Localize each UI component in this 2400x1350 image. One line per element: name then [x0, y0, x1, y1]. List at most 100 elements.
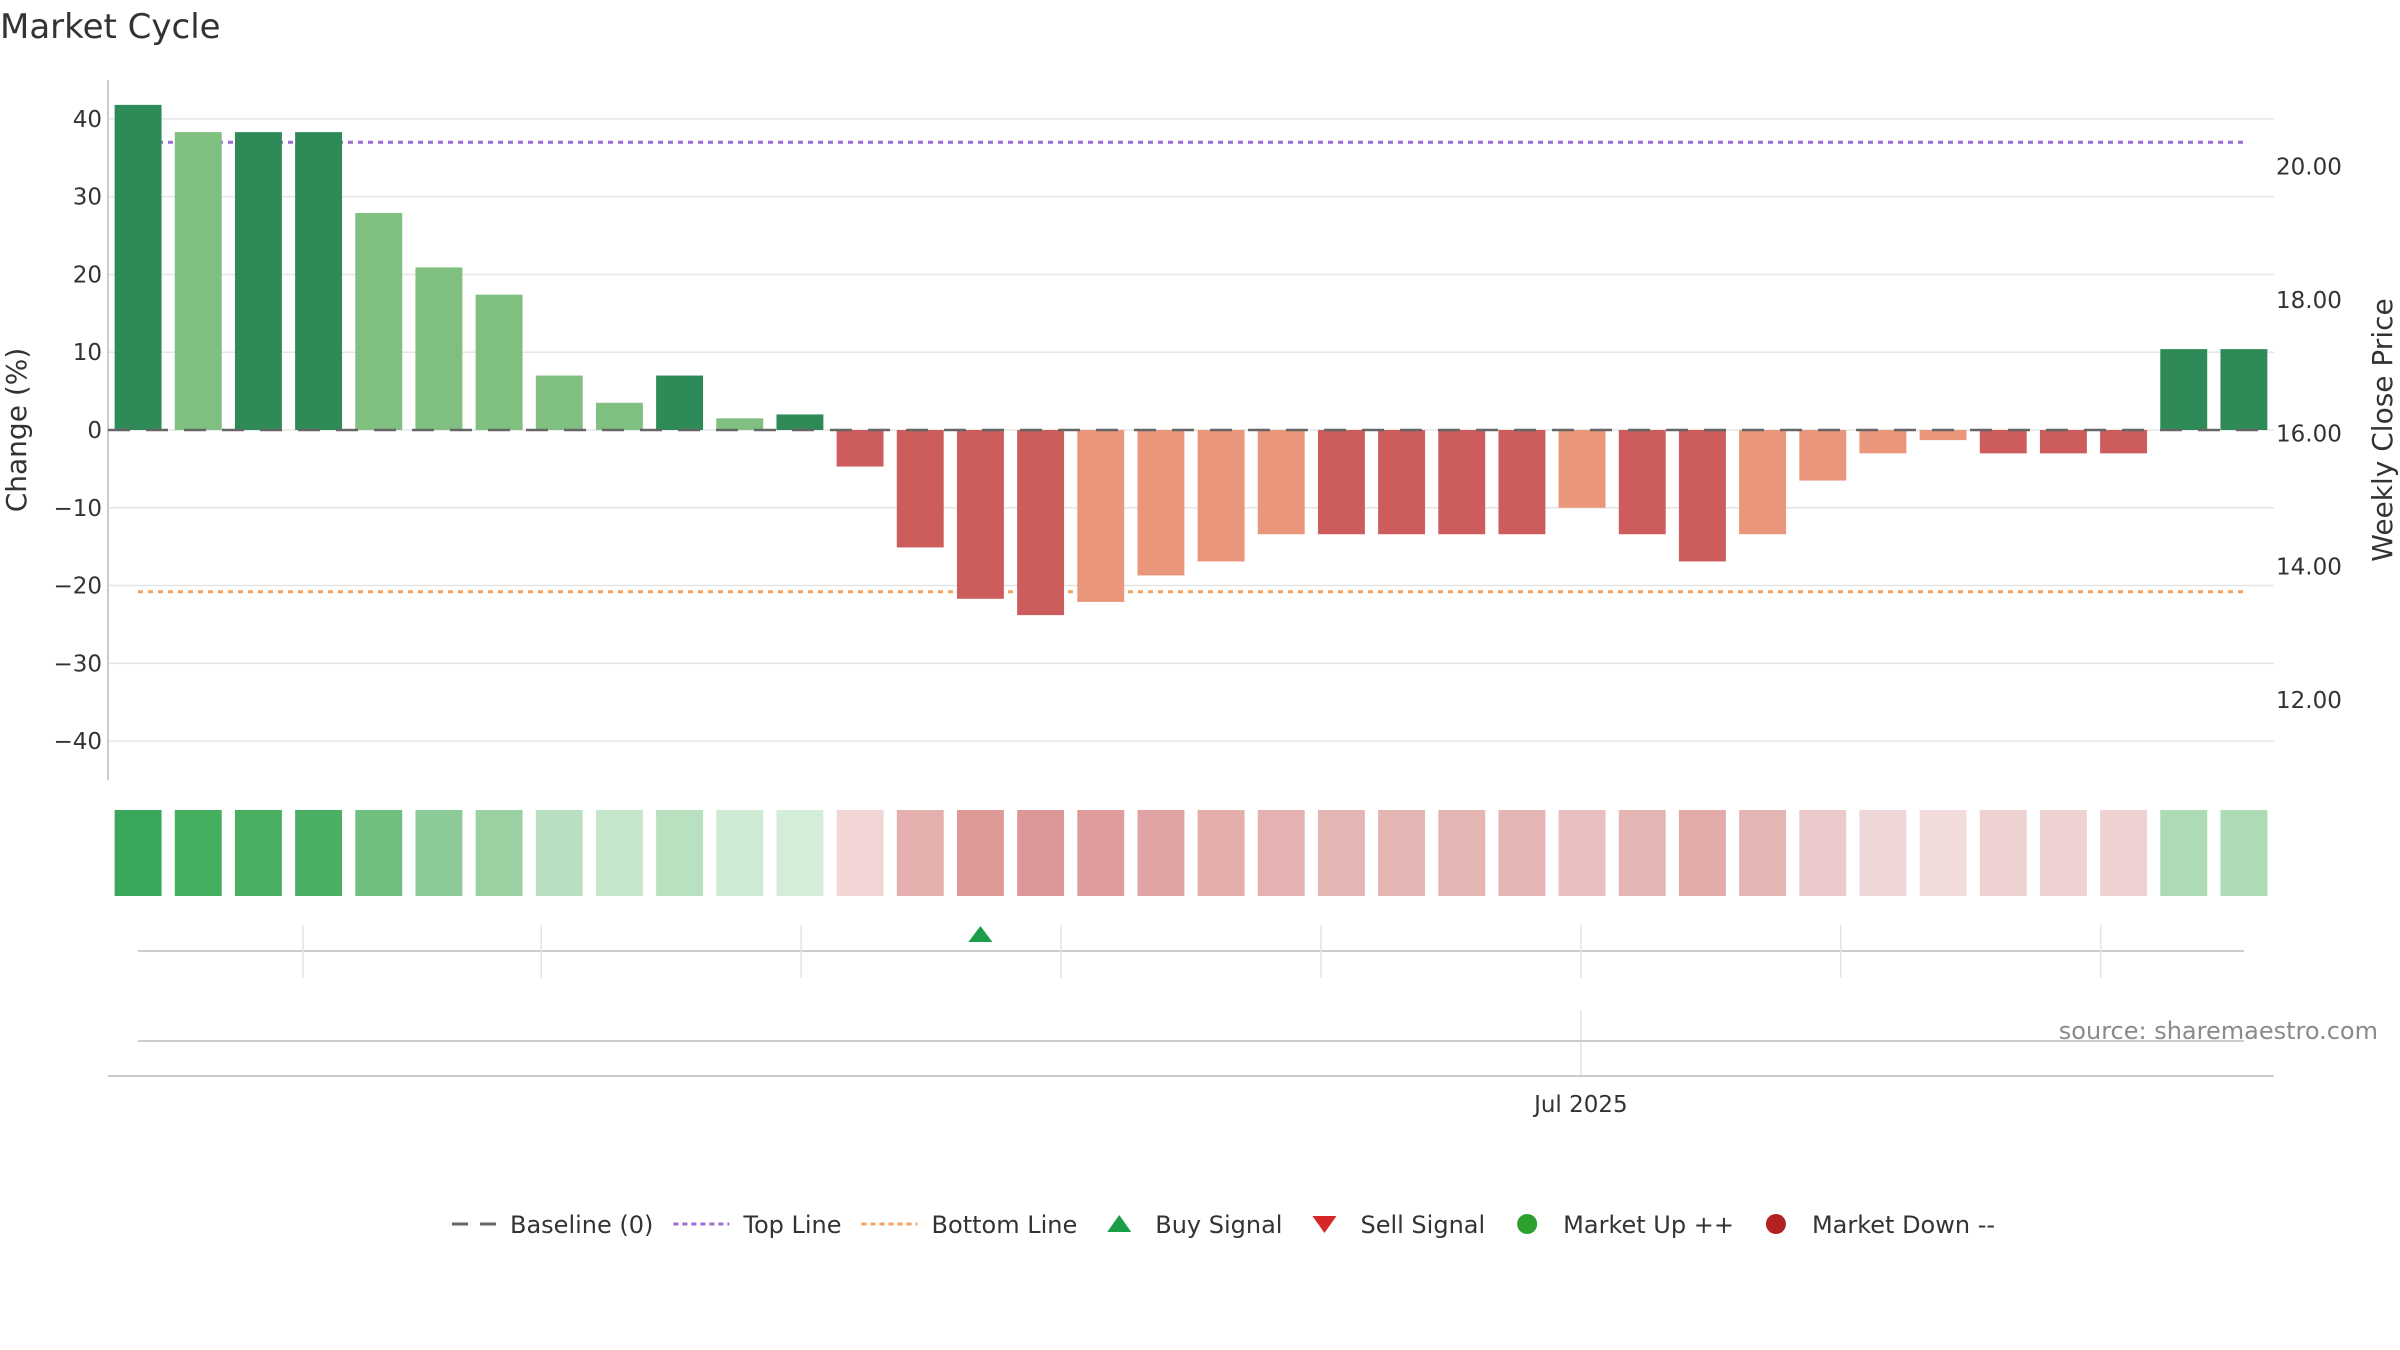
y-tick-label: 30 [73, 185, 102, 211]
y2-tick-label: 16.00 [2276, 421, 2342, 447]
heat-cell [1739, 810, 1787, 896]
heat-cell [1498, 810, 1546, 896]
heat-cell [2100, 810, 2148, 896]
signal-track [138, 925, 2244, 978]
heat-cell [776, 810, 824, 896]
change-bar [1257, 430, 1305, 535]
legend-item: Buy Signal [1107, 1211, 1282, 1239]
change-bar [1739, 430, 1787, 535]
legend-label: Sell Signal [1360, 1211, 1485, 1239]
change-bar [2160, 349, 2208, 430]
change-bar [1077, 430, 1125, 602]
change-bar [355, 213, 403, 430]
heat-cell [295, 810, 343, 896]
legend-buy-swatch [1107, 1215, 1132, 1232]
heat-cell [1618, 810, 1666, 896]
x-tick-label: Jul 2025 [1532, 1092, 1628, 1118]
change-bars [108, 104, 2274, 616]
heat-cell [1257, 810, 1305, 896]
y-tick-label: 10 [73, 340, 102, 366]
y2-axis-title: Weekly Close Price [2366, 298, 2399, 561]
y-tick-label: −10 [53, 496, 102, 522]
legend-item: Market Up ++ [1517, 1211, 1734, 1239]
y-tick-label: 0 [87, 418, 102, 444]
heat-cell [1077, 810, 1125, 896]
legend-label: Buy Signal [1155, 1211, 1282, 1239]
legend-label: Bottom Line [932, 1211, 1078, 1239]
x-axis: Jul 2025 [108, 1010, 2274, 1118]
heat-cell [956, 810, 1004, 896]
change-bar [1197, 430, 1245, 562]
change-bar [2039, 430, 2087, 454]
change-bar [114, 104, 162, 430]
change-bar [656, 375, 704, 430]
change-bar [1137, 430, 1185, 576]
change-bar [2100, 430, 2148, 454]
heat-cell [174, 810, 222, 896]
y-tick-label: 20 [73, 262, 102, 288]
heat-cell [1197, 810, 1245, 896]
change-bar [1799, 430, 1847, 481]
change-bar [535, 375, 583, 430]
heat-cell [1859, 810, 1907, 896]
change-bar [234, 132, 282, 430]
legend-market_down-swatch [1765, 1214, 1786, 1234]
change-bar [1859, 430, 1907, 454]
heat-cell [595, 810, 643, 896]
heat-cell [1317, 810, 1365, 896]
heat-cell [1678, 810, 1726, 896]
source-note: source: sharemaestro.com [2059, 1017, 2378, 1045]
heat-cell [114, 810, 162, 896]
change-bar [2220, 349, 2268, 430]
legend-sell-swatch [1312, 1216, 1337, 1233]
heat-cell [1919, 810, 1967, 896]
change-bar [776, 414, 824, 430]
legend-item: Sell Signal [1312, 1211, 1485, 1239]
heat-cell [2160, 810, 2208, 896]
change-bar [1498, 430, 1546, 535]
change-bar [896, 430, 944, 548]
change-bar [716, 418, 764, 430]
change-bar [475, 294, 523, 430]
heat-cell [836, 810, 884, 896]
heat-cell [1137, 810, 1185, 896]
y2-tick-label: 14.00 [2276, 555, 2342, 581]
heat-cell [2039, 810, 2087, 896]
heat-cell [1799, 810, 1847, 896]
y2-tick-label: 12.00 [2276, 688, 2342, 714]
heat-cell [234, 810, 282, 896]
legend-item: Bottom Line [861, 1211, 1078, 1239]
y2-tick-label: 18.00 [2276, 288, 2342, 314]
change-bar [1979, 430, 2027, 454]
change-bar [1378, 430, 1426, 535]
y-tick-label: 40 [73, 107, 102, 133]
heat-cell [1558, 810, 1606, 896]
change-bar [1558, 430, 1606, 508]
heat-cell [2220, 810, 2268, 896]
legend-market_up-swatch [1517, 1214, 1538, 1234]
legend-label: Top Line [742, 1211, 841, 1239]
y-axis-title: Change (%) [0, 348, 33, 513]
heat-cell [656, 810, 704, 896]
y-axis-right: 20.00 18.00 16.00 14.00 12.00 [2276, 155, 2342, 714]
change-bar [295, 132, 343, 430]
change-bar [415, 267, 463, 430]
legend-item: Baseline (0) [452, 1211, 653, 1239]
heat-cell [415, 810, 463, 896]
legend: Baseline (0) Top Line Bottom Line Buy Signa… [452, 1211, 1995, 1239]
heat-strip [114, 810, 2268, 896]
legend-label: Market Up ++ [1563, 1211, 1734, 1239]
legend-item: Top Line [673, 1211, 842, 1239]
legend-label: Market Down -- [1812, 1211, 1995, 1239]
heat-cell [535, 810, 583, 896]
reference-lines [138, 140, 2244, 594]
change-bar [836, 430, 884, 467]
heat-cell [716, 810, 764, 896]
heat-cell [1378, 810, 1426, 896]
buy-signal-marker [968, 926, 993, 942]
chart-title: Market Cycle [0, 7, 221, 47]
change-bar [1678, 430, 1726, 562]
heat-cell [1979, 810, 2027, 896]
change-bar [1618, 430, 1666, 535]
